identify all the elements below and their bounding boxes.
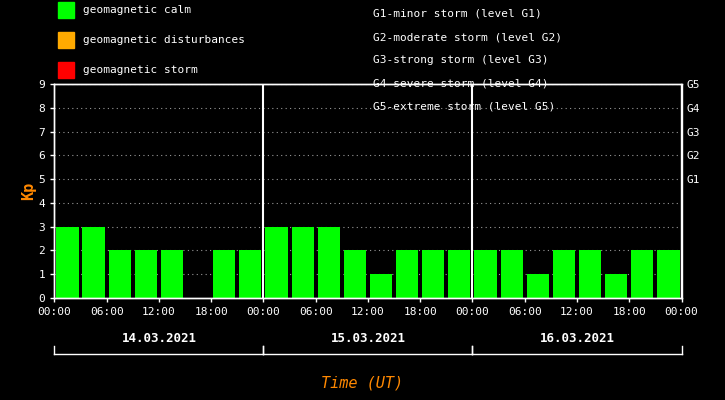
- Bar: [161, 250, 183, 298]
- Bar: [552, 250, 575, 298]
- Bar: [370, 274, 392, 298]
- Bar: [579, 250, 601, 298]
- Text: G1-minor storm (level G1): G1-minor storm (level G1): [373, 9, 542, 19]
- Text: Time (UT): Time (UT): [321, 375, 404, 390]
- Text: geomagnetic disturbances: geomagnetic disturbances: [83, 35, 244, 45]
- Bar: [213, 250, 236, 298]
- Text: G3-strong storm (level G3): G3-strong storm (level G3): [373, 55, 549, 65]
- Text: 16.03.2021: 16.03.2021: [539, 332, 615, 344]
- Bar: [318, 227, 340, 298]
- Bar: [83, 227, 104, 298]
- Bar: [239, 250, 262, 298]
- Bar: [291, 227, 314, 298]
- Y-axis label: Kp: Kp: [21, 182, 36, 200]
- Bar: [631, 250, 653, 298]
- Bar: [500, 250, 523, 298]
- Text: 15.03.2021: 15.03.2021: [331, 332, 405, 344]
- Bar: [448, 250, 471, 298]
- Text: geomagnetic calm: geomagnetic calm: [83, 5, 191, 15]
- Bar: [605, 274, 627, 298]
- Bar: [57, 227, 78, 298]
- Bar: [135, 250, 157, 298]
- Text: G5-extreme storm (level G5): G5-extreme storm (level G5): [373, 102, 555, 112]
- Text: G2-moderate storm (level G2): G2-moderate storm (level G2): [373, 32, 563, 42]
- Bar: [265, 227, 288, 298]
- Bar: [344, 250, 366, 298]
- Bar: [526, 274, 549, 298]
- Bar: [109, 250, 130, 298]
- Bar: [474, 250, 497, 298]
- Text: 14.03.2021: 14.03.2021: [121, 332, 196, 344]
- Bar: [396, 250, 418, 298]
- Text: geomagnetic storm: geomagnetic storm: [83, 65, 197, 75]
- Bar: [422, 250, 444, 298]
- Bar: [658, 250, 679, 298]
- Text: G4-severe storm (level G4): G4-severe storm (level G4): [373, 78, 549, 88]
